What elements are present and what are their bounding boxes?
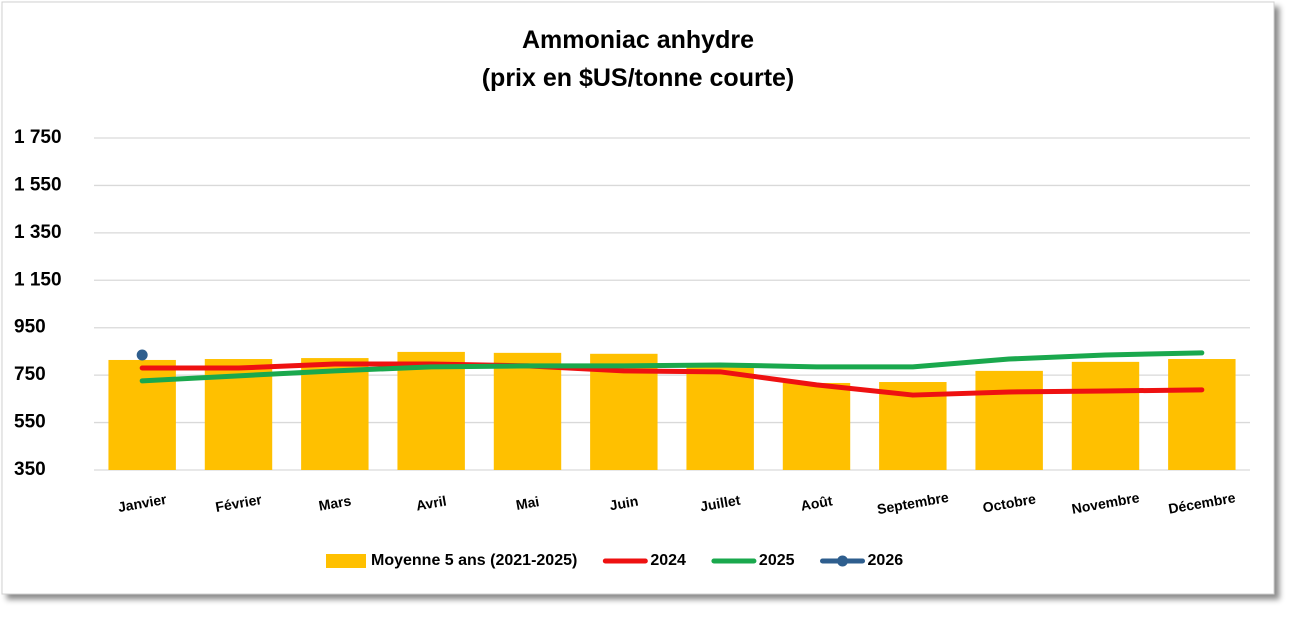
y-tick-label: 950 (14, 317, 46, 338)
bar (1168, 359, 1236, 470)
x-tick-label: Avril (415, 492, 448, 513)
x-tick-label: Mai (515, 493, 541, 513)
legend-label: 2024 (650, 552, 686, 569)
bar (493, 352, 562, 470)
bar (397, 351, 465, 470)
x-tick-label: Août (799, 492, 834, 513)
bar (1071, 361, 1140, 470)
chart-title: Ammoniac anhydre (522, 26, 754, 54)
x-tick-label: Juin (608, 493, 639, 514)
bar (301, 358, 369, 470)
y-tick-label: 350 (14, 459, 46, 480)
legend-label: Moyenne 5 ans (2021-2025) (371, 552, 577, 569)
legend-label: 2025 (759, 552, 795, 569)
chart-frame (1, 1, 1275, 595)
y-tick-label: 1 350 (14, 222, 62, 243)
bar (975, 370, 1043, 470)
y-tick-label: 1 550 (14, 174, 62, 195)
line-marker (136, 349, 148, 361)
legend-label: 2026 (868, 552, 904, 569)
legend-marker (837, 555, 849, 567)
bar (108, 359, 176, 470)
y-tick-label: 550 (14, 412, 46, 433)
y-tick-label: 1 750 (14, 127, 62, 148)
line-series (139, 361, 1205, 398)
x-tick-label: Juillet (699, 492, 742, 515)
y-tick-label: 750 (14, 364, 46, 385)
legend-swatch (326, 554, 366, 568)
x-tick-label: Mars (317, 492, 352, 513)
y-tick-label: 1 150 (14, 269, 62, 290)
chart-subtitle: (prix en $US/tonne courte) (482, 64, 795, 92)
bar (686, 366, 754, 470)
line-series (139, 350, 1205, 384)
bar (782, 382, 851, 470)
